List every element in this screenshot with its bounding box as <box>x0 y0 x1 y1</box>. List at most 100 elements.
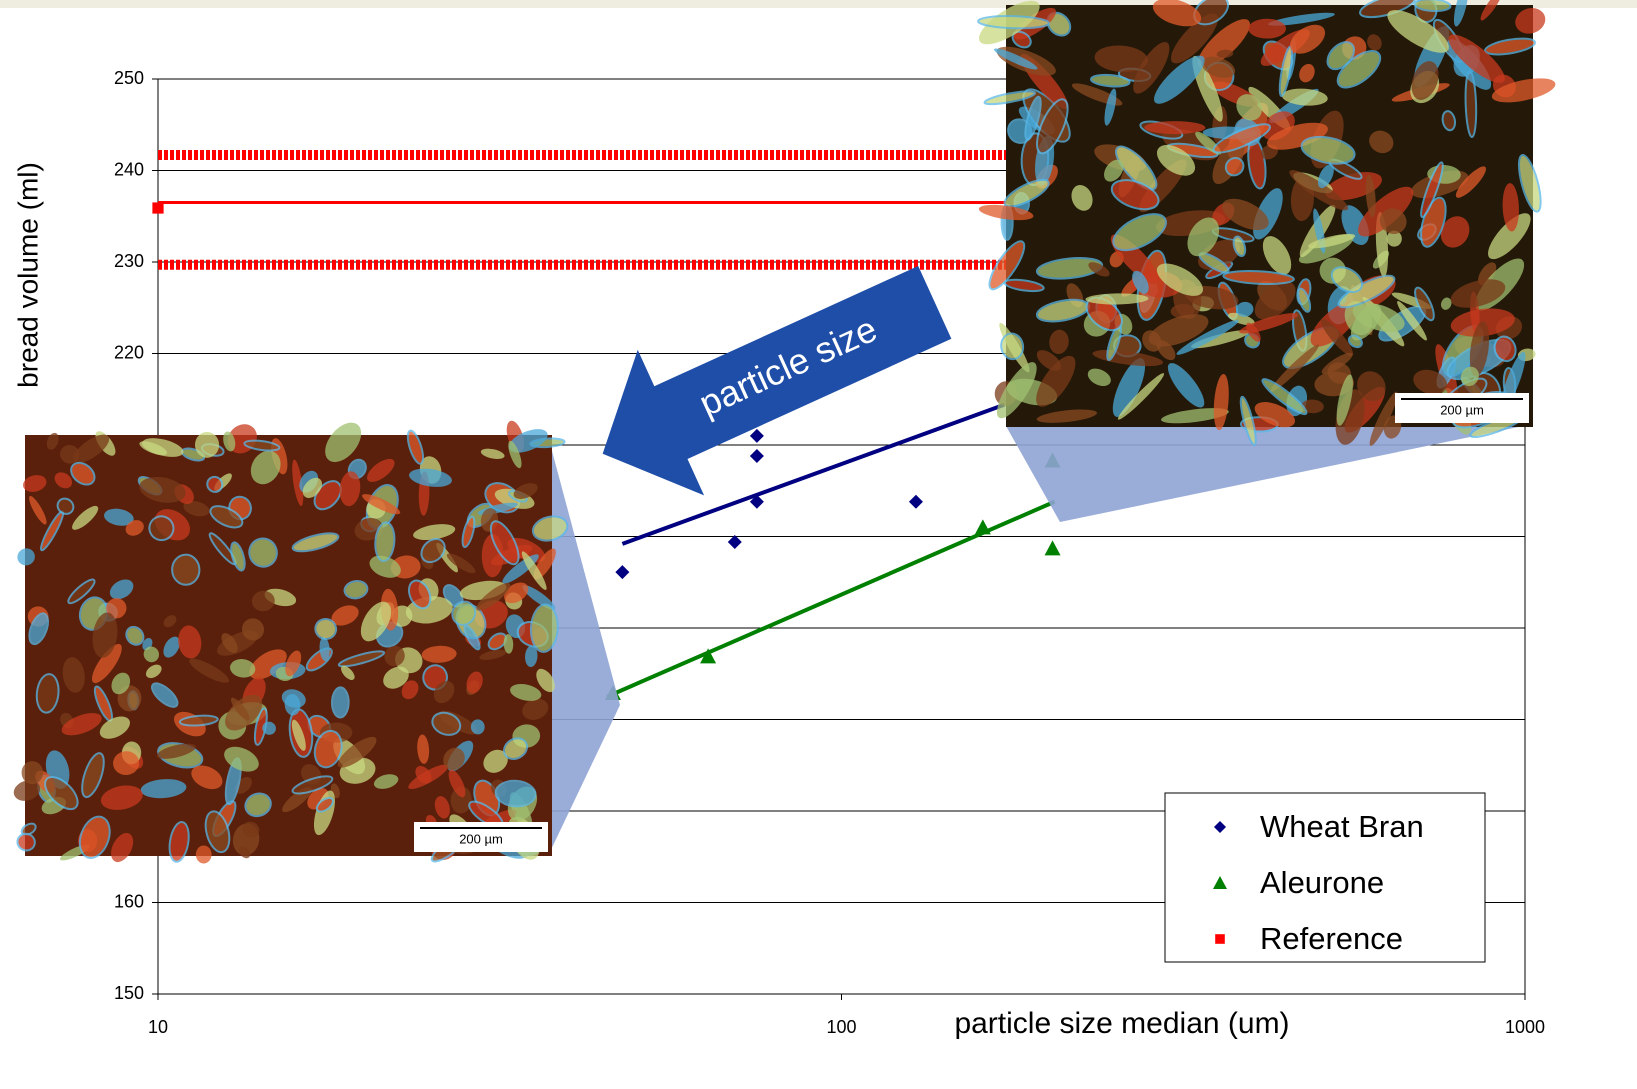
texture <box>191 765 223 790</box>
texture <box>1213 373 1229 431</box>
texture <box>206 475 224 493</box>
texture <box>529 603 559 653</box>
texture <box>1413 0 1452 13</box>
texture <box>508 429 548 453</box>
y-tick-label: 250 <box>114 68 144 88</box>
texture <box>1216 49 1234 58</box>
texture <box>16 832 36 852</box>
texture <box>91 643 122 684</box>
texture <box>1003 178 1050 208</box>
texture <box>1299 63 1315 83</box>
point <box>152 202 164 214</box>
texture <box>483 749 508 773</box>
texture <box>1420 161 1444 219</box>
texture <box>1049 329 1069 354</box>
texture <box>230 541 246 572</box>
texture <box>374 521 396 563</box>
texture <box>189 658 230 683</box>
texture <box>238 846 251 859</box>
texture <box>1387 10 1449 53</box>
texture <box>1156 144 1196 176</box>
texture <box>1440 297 1452 310</box>
texture <box>1397 301 1427 341</box>
texture <box>1112 213 1167 252</box>
texture <box>339 471 361 507</box>
y-tick-label: 220 <box>114 342 144 362</box>
texture <box>487 632 508 651</box>
texture <box>1491 78 1556 103</box>
texture <box>70 461 96 486</box>
texture <box>362 494 401 515</box>
texture <box>1518 154 1542 213</box>
texture <box>1222 198 1269 231</box>
texture <box>1239 395 1257 447</box>
texture <box>242 821 260 838</box>
texture <box>125 520 144 536</box>
texture <box>183 500 210 517</box>
point <box>700 648 717 664</box>
texture <box>1267 12 1335 26</box>
texture <box>331 686 350 719</box>
point <box>908 494 923 509</box>
texture <box>1232 235 1247 258</box>
texture <box>1365 174 1376 218</box>
texture <box>1156 263 1204 296</box>
texture <box>1289 170 1349 211</box>
texture <box>194 431 220 458</box>
micrograph: 200 µm <box>13 420 569 864</box>
y-axis-label: bread volume (ml) <box>12 162 43 388</box>
texture <box>420 538 446 564</box>
legend-label: Aleurone <box>1260 865 1384 900</box>
scale-label: 200 µm <box>1440 402 1484 417</box>
x-tick-label: 1000 <box>1505 1017 1545 1037</box>
texture <box>285 650 302 677</box>
texture <box>178 625 202 659</box>
texture <box>139 441 168 456</box>
texture <box>1003 278 1045 293</box>
texture <box>223 431 236 452</box>
texture <box>1171 13 1219 64</box>
point <box>615 565 630 580</box>
texture <box>448 769 466 798</box>
texture <box>111 832 134 863</box>
texture <box>1330 266 1364 294</box>
zoom-projection <box>548 436 620 856</box>
texture <box>431 711 462 736</box>
texture <box>230 697 250 721</box>
texture <box>291 719 306 751</box>
texture <box>1000 332 1025 361</box>
texture <box>1201 56 1236 78</box>
texture <box>99 716 130 739</box>
texture <box>1379 208 1407 234</box>
texture <box>61 713 102 736</box>
texture <box>92 612 118 658</box>
texture <box>1369 391 1398 446</box>
texture <box>1156 340 1176 361</box>
texture <box>1152 0 1202 27</box>
texture <box>17 548 35 566</box>
texture <box>46 432 59 450</box>
texture <box>168 820 190 863</box>
texture <box>1024 95 1042 141</box>
texture <box>1117 373 1165 420</box>
texture <box>284 694 301 716</box>
texture <box>204 810 231 854</box>
texture <box>1300 135 1356 165</box>
texture <box>67 578 96 605</box>
texture <box>1187 217 1220 257</box>
legend-marker <box>1214 821 1226 833</box>
texture <box>62 657 85 693</box>
texture <box>479 649 507 660</box>
texture <box>81 752 105 799</box>
texture <box>536 668 555 693</box>
texture <box>510 684 542 701</box>
texture <box>415 765 432 784</box>
legend-box <box>1164 792 1486 963</box>
texture <box>1254 281 1296 320</box>
texture <box>369 555 401 578</box>
texture <box>1036 409 1097 423</box>
texture <box>1110 179 1160 211</box>
texture <box>1321 352 1353 375</box>
texture <box>151 682 179 708</box>
